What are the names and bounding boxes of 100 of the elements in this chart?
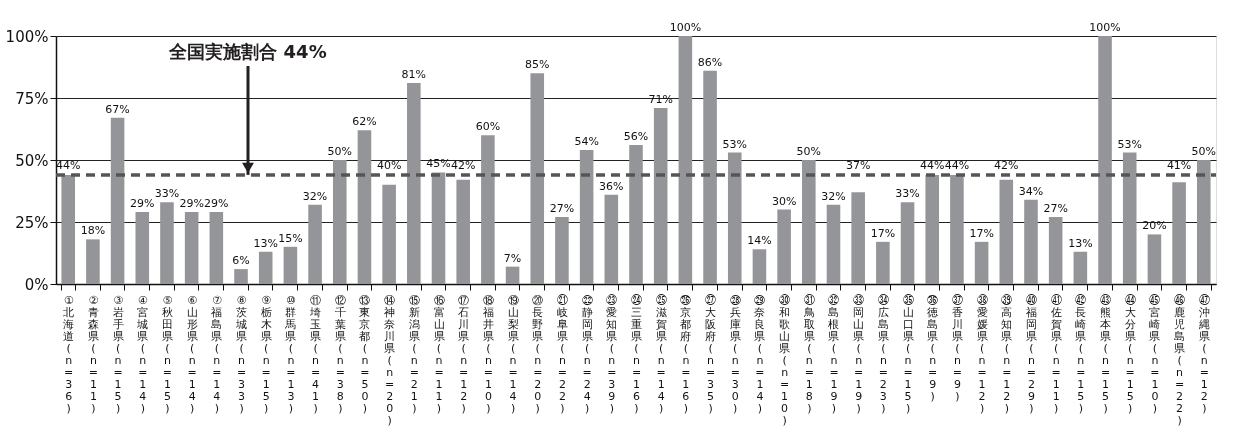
- category-label: ⑫千葉県(n=38): [334, 293, 346, 415]
- bar: [999, 179, 1014, 284]
- data-label: 36%: [599, 179, 624, 193]
- bar: [703, 70, 717, 284]
- category-label: ⑨栃木県(n=15): [260, 293, 272, 415]
- category-label: ⑧茨城県(n=33): [236, 293, 248, 415]
- bar: [184, 212, 199, 284]
- data-label: 6%: [232, 254, 250, 268]
- y-tick-label: 50%: [15, 151, 49, 170]
- data-label: 7%: [503, 251, 522, 265]
- category-label: ㉓愛知県(n=39): [606, 293, 618, 415]
- category-label: ⑬東京都(n=50): [359, 293, 371, 415]
- bar: [1048, 217, 1063, 284]
- category-label: ⑱福井県(n=10): [482, 293, 494, 415]
- bar: [1073, 251, 1088, 284]
- category-label: ③岩手県(n=15): [112, 293, 124, 415]
- category-label: ⑭神奈川県(n=20): [384, 293, 396, 427]
- data-label: 81%: [401, 68, 427, 82]
- category-label: ㊱徳島県(n=9): [927, 293, 939, 403]
- category-label: ⑳長野県(n=20): [532, 293, 544, 415]
- data-label: 33%: [895, 187, 920, 201]
- bar: [431, 172, 446, 284]
- category-label: ⑤秋田県(n=15): [161, 293, 173, 415]
- category-label: ⑲山梨県(n=14): [507, 293, 519, 415]
- bar: [332, 160, 347, 284]
- data-label: 13%: [1068, 236, 1093, 250]
- data-label: 62%: [352, 115, 377, 129]
- category-label: ㉛鳥取県(n=18): [803, 293, 815, 415]
- data-label: 50%: [327, 145, 352, 158]
- bar: [777, 209, 791, 284]
- data-label: 13%: [253, 236, 278, 250]
- data-label: 50%: [1191, 145, 1217, 158]
- bar: [407, 83, 421, 284]
- category-label: ㊹大分県(n=15): [1124, 293, 1136, 415]
- category-label: ㊻鹿児島県(n=22): [1174, 293, 1186, 427]
- category-label: ㊷長崎県(n=15): [1075, 293, 1087, 415]
- data-label: 42%: [994, 158, 1019, 172]
- category-label: ㉚和歌山県(n=10): [779, 293, 791, 427]
- category-label: ㉗大阪府(n=35): [705, 293, 717, 415]
- y-tick-label: 0%: [24, 275, 49, 294]
- data-label: 100%: [1089, 21, 1121, 34]
- bar: [826, 204, 841, 284]
- data-label: 14%: [747, 234, 772, 248]
- bar: [382, 184, 396, 284]
- bar: [505, 266, 520, 284]
- data-label: 100%: [669, 21, 702, 34]
- bar: [1147, 234, 1162, 284]
- bar: [1098, 36, 1112, 284]
- bar: [530, 73, 545, 284]
- bar: [851, 192, 865, 284]
- data-label: 41%: [1166, 158, 1192, 172]
- data-label: 44%: [944, 158, 970, 172]
- data-label: 54%: [574, 135, 599, 149]
- bar: [604, 194, 619, 284]
- category-label: ㊶佐賀県(n=11): [1050, 293, 1062, 415]
- data-label: 15%: [278, 231, 303, 245]
- bar: [974, 241, 989, 284]
- category-label: ㊳愛媛県(n=12): [976, 293, 988, 415]
- data-label: 56%: [623, 130, 649, 144]
- bar: [86, 239, 100, 284]
- data-label: 33%: [154, 187, 180, 201]
- category-label: ㉒静岡県(n=24): [581, 293, 593, 415]
- bar: [1024, 199, 1038, 284]
- bar: [308, 204, 322, 284]
- bar: [629, 145, 643, 284]
- bar: [481, 135, 495, 284]
- bar: [258, 251, 273, 284]
- category-label: ㊺宮崎県(n=10): [1149, 293, 1161, 415]
- category-label: ②青森県(n=11): [87, 293, 99, 415]
- data-label: 86%: [697, 55, 723, 69]
- bar: [653, 107, 668, 284]
- category-label: ⑦福島県(n=14): [211, 293, 223, 415]
- bar: [876, 241, 890, 284]
- data-label: 18%: [80, 224, 106, 238]
- bar: [579, 150, 594, 284]
- bar: [135, 212, 150, 284]
- bar: [1122, 152, 1137, 284]
- data-label: 17%: [870, 226, 896, 240]
- category-label: ㉜島根県(n=19): [828, 293, 840, 415]
- category-label: ㉖京都府(n=16): [680, 293, 692, 415]
- bar: [456, 179, 470, 284]
- category-label: ㉙奈良県(n=14): [754, 293, 766, 415]
- category-label: ㉕滋賀県(n=14): [655, 293, 667, 415]
- data-label: 32%: [302, 189, 328, 203]
- bar: [234, 269, 248, 284]
- ref-line-label: 全国実施割合 44%: [168, 41, 327, 62]
- category-label: ㊸熊本県(n=15): [1100, 293, 1112, 415]
- data-label: 40%: [376, 158, 402, 172]
- category-label: ㊼沖縄県(n=12): [1198, 293, 1210, 415]
- data-label: 34%: [1018, 184, 1044, 198]
- data-label: 44%: [920, 158, 945, 172]
- data-label: 29%: [130, 197, 155, 211]
- bar: [802, 160, 816, 284]
- data-label: 45%: [426, 157, 451, 171]
- bar: [209, 212, 224, 284]
- data-label: 53%: [722, 137, 747, 151]
- bar: [160, 202, 174, 284]
- bar: [925, 174, 940, 284]
- bar: [752, 249, 767, 284]
- category-label: ⑩群馬県(n=13): [285, 293, 297, 415]
